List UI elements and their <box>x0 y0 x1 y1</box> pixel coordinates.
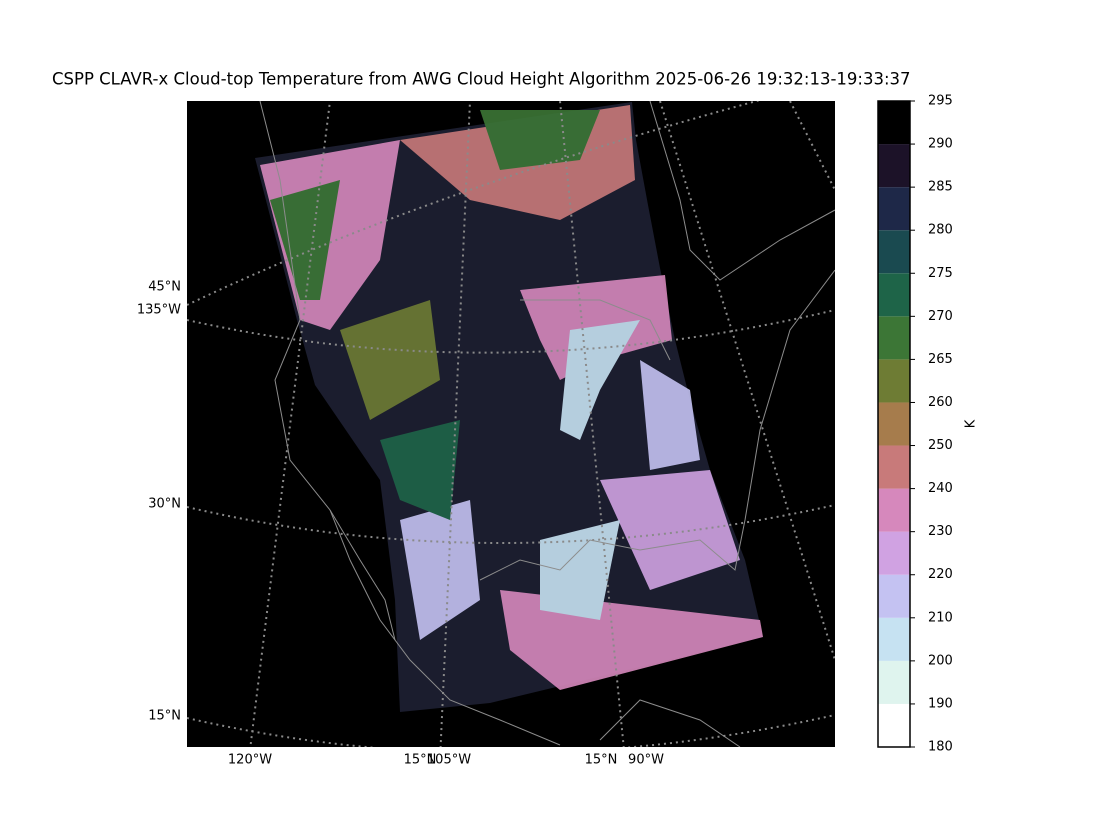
map-labels: 45°N 30°N 15°N 135°W 120°W 105°W 90°W 15… <box>137 280 664 768</box>
colorbar-tick-label: 260 <box>928 395 953 410</box>
colorbar-tick-label: 290 <box>928 137 953 152</box>
colorbar-tick-label: 230 <box>928 524 953 539</box>
colorbar-tick-label: 275 <box>928 266 953 281</box>
colorbar: 180 190 200 210 220 230 240 250 260 265 270 275 280 2… <box>877 94 979 755</box>
colorbar-tick-label: 270 <box>928 309 953 324</box>
colorbar-segment <box>878 660 910 704</box>
colorbar-segment <box>878 531 910 575</box>
lat-label: 15°N <box>404 753 437 768</box>
graticule <box>187 101 835 747</box>
lon-label: 120°W <box>228 753 272 768</box>
colorbar-segment <box>878 402 910 446</box>
colorbar-segment <box>878 703 910 747</box>
colorbar-segment <box>878 617 910 661</box>
colorbar-tick-label: 180 <box>928 740 953 755</box>
colorbar-tick-label: 210 <box>928 610 953 625</box>
colorbar-tick-label: 265 <box>928 352 953 367</box>
lon-label: 135°W <box>137 303 181 318</box>
colorbar-segment <box>878 187 910 231</box>
coastlines <box>259 101 835 747</box>
satellite-swath <box>255 102 763 712</box>
colorbar-segment <box>878 230 910 274</box>
lat-label: 15°N <box>585 753 618 768</box>
colorbar-segment <box>878 488 910 532</box>
colorbar-frame <box>877 100 911 748</box>
lon-label: 90°W <box>628 753 664 768</box>
colorbar-segment <box>878 144 910 188</box>
colorbar-tick-label: 285 <box>928 180 953 195</box>
colorbar-tick-label: 190 <box>928 696 953 711</box>
map-panel <box>187 101 835 747</box>
colorbar-label: K <box>964 419 979 428</box>
lat-label: 30°N <box>148 497 181 512</box>
colorbar-segment <box>878 316 910 360</box>
lat-label: 15°N <box>148 709 181 724</box>
colorbar-tick-label: 240 <box>928 481 953 496</box>
lat-label: 45°N <box>148 280 181 295</box>
colorbar-segment <box>878 574 910 618</box>
map-title: CSPP CLAVR-x Cloud-top Temperature from … <box>52 70 911 89</box>
colorbar-segment <box>878 359 910 403</box>
colorbar-segment <box>878 445 910 489</box>
colorbar-segment <box>878 101 910 145</box>
colorbar-tick-label: 220 <box>928 567 953 582</box>
lon-label: 105°W <box>427 753 471 768</box>
colorbar-segment <box>878 273 910 317</box>
colorbar-tick-label: 200 <box>928 653 953 668</box>
colorbar-tick-label: 280 <box>928 223 953 238</box>
colorbar-tick-label: 295 <box>928 94 953 109</box>
colorbar-tick-label: 250 <box>928 438 953 453</box>
